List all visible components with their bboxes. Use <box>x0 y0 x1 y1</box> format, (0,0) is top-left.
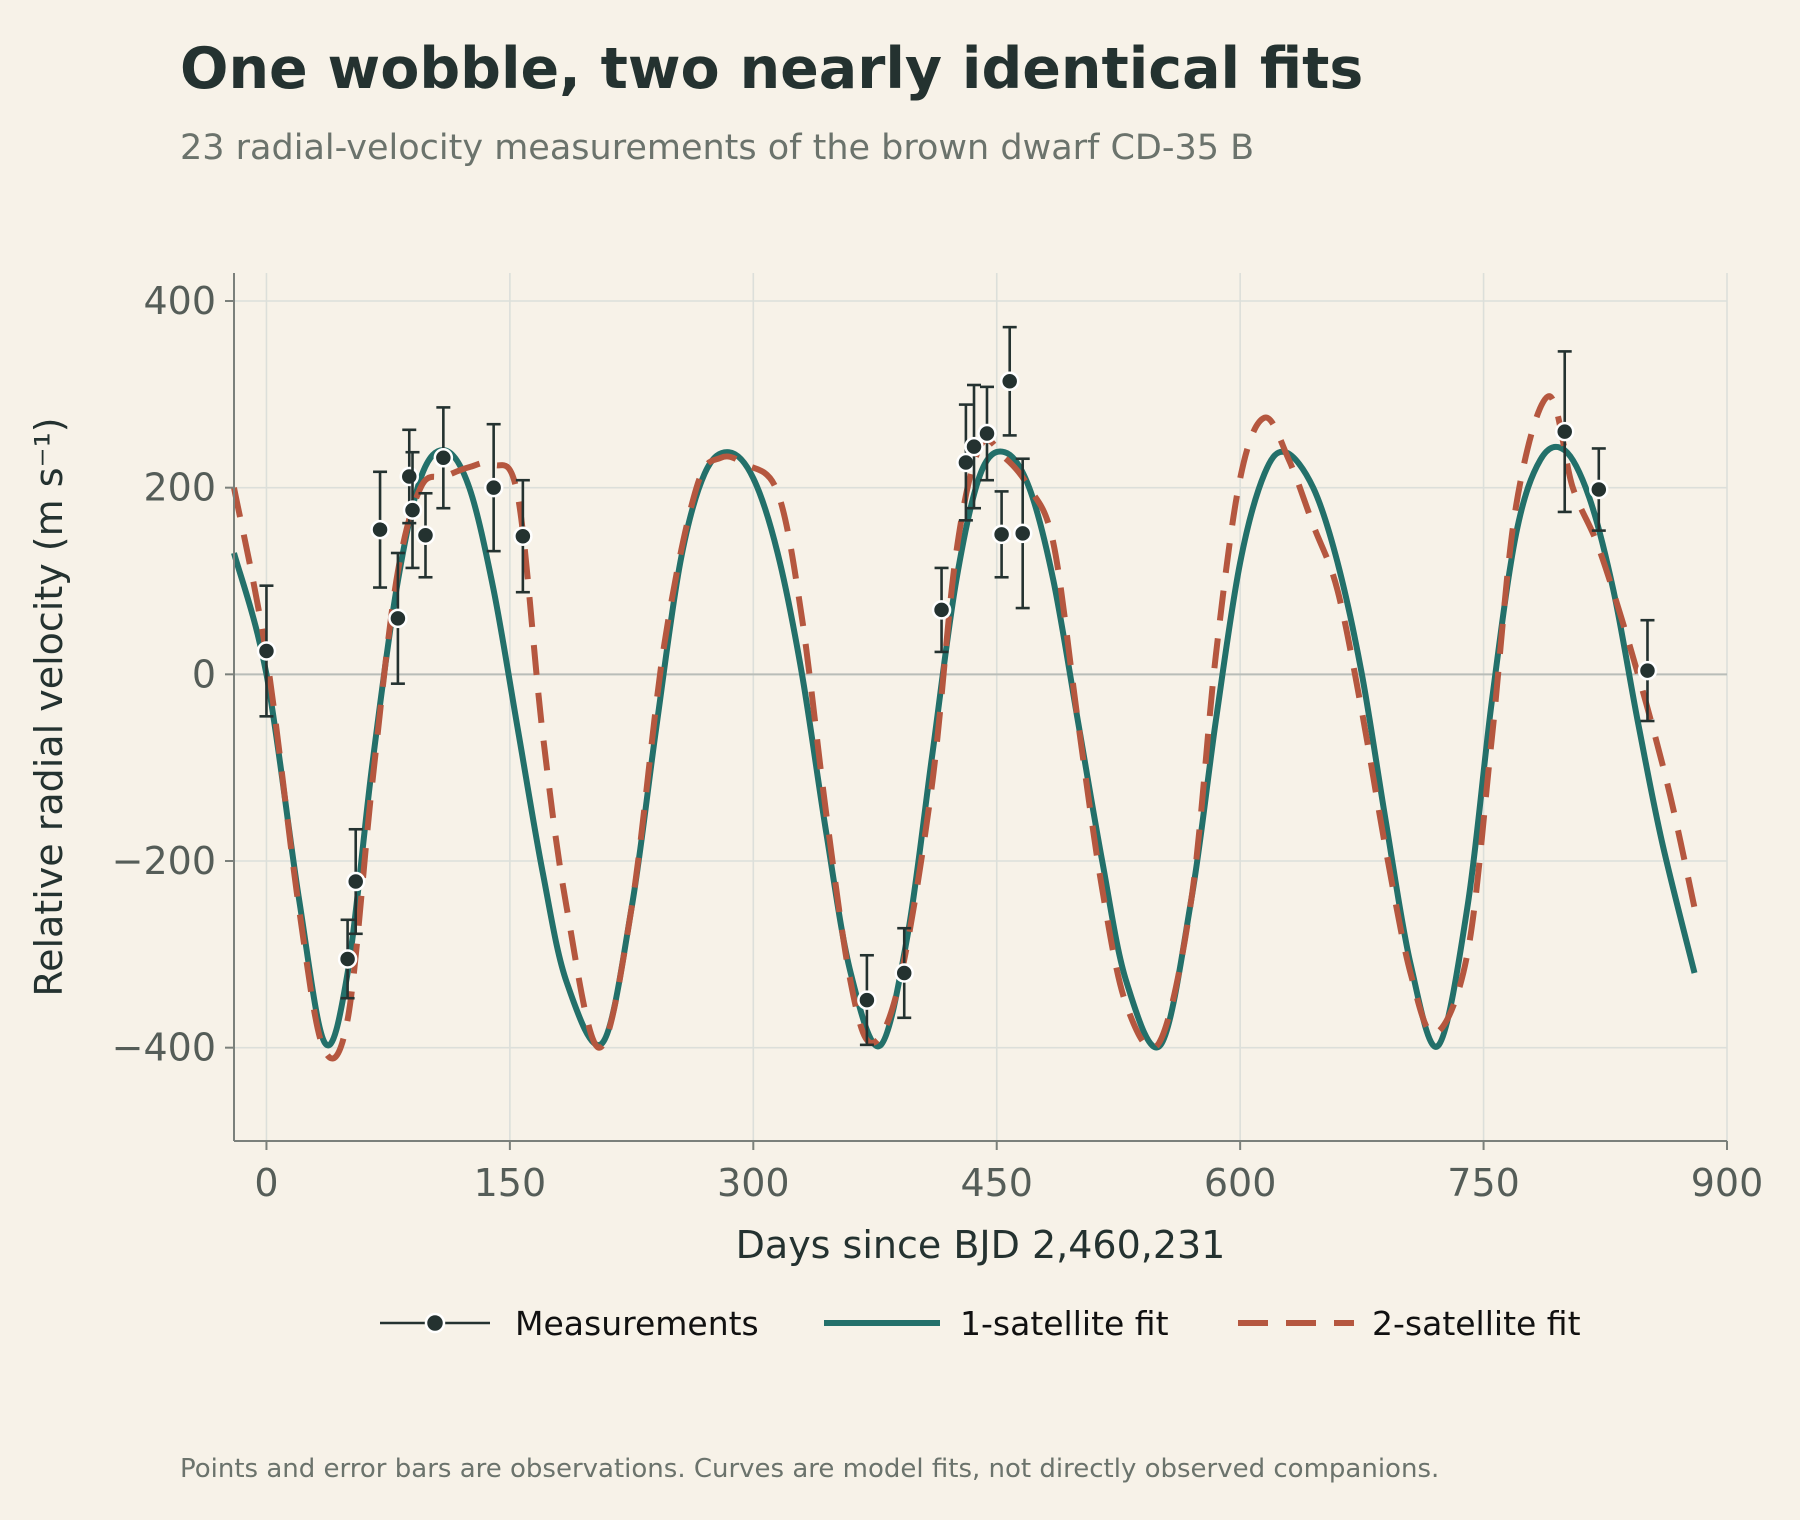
legend-measurements-swatch-marker <box>424 1312 446 1334</box>
x-tick-label: 900 <box>1691 1161 1764 1205</box>
fit-2-satellite-line <box>231 393 1698 1062</box>
y-tick-label: −200 <box>112 839 216 883</box>
measurement-point <box>399 466 420 487</box>
fit-1-satellite-line <box>231 443 1698 1051</box>
measurement-point <box>513 526 533 546</box>
measurement-point <box>991 524 1012 545</box>
chart-title: One wobble, two nearly identical fits <box>180 36 1364 102</box>
measurement-points <box>256 325 1658 1047</box>
y-tick-label: 200 <box>143 466 216 510</box>
measurement-point <box>388 608 408 629</box>
fit-curves <box>231 393 1698 1062</box>
x-tick-label: 0 <box>254 1161 278 1205</box>
measurement-point <box>931 600 952 620</box>
measurement-point <box>977 423 997 444</box>
measurement-point <box>256 641 277 661</box>
x-tick-label: 750 <box>1447 1161 1520 1205</box>
y-tick-label: 400 <box>143 279 216 323</box>
legend-fit1-label: 1-satellite fit <box>960 1304 1169 1343</box>
measurement-point <box>337 949 358 969</box>
x-tick-label: 600 <box>1204 1161 1277 1205</box>
measurement-point <box>1012 523 1033 544</box>
footnote: Points and error bars are observations. … <box>180 1454 1440 1484</box>
measurement-point <box>402 500 423 520</box>
x-axis-label: Days since BJD 2,460,231 <box>736 1223 1226 1267</box>
legend: Measurements 1-satellite fit 2-satellite f… <box>380 1304 1581 1343</box>
measurement-point <box>894 963 914 983</box>
legend-fit2-label: 2-satellite fit <box>1372 1304 1581 1343</box>
axes <box>233 273 1727 1142</box>
measurement-point <box>999 371 1020 392</box>
y-tick-label: 0 <box>192 652 216 696</box>
measurement-point <box>1637 660 1658 681</box>
x-tick-label: 300 <box>717 1161 790 1205</box>
measurement-point <box>415 525 436 546</box>
grid-lines <box>234 273 1728 1141</box>
measurement-point <box>964 436 984 457</box>
y-axis-label: Relative radial velocity (m s⁻¹) <box>27 417 71 996</box>
tick-labels: 0 150 300 450 600 750 900 −400 −200 0 200 400 <box>112 279 1764 1205</box>
legend-measurements-label: Measurements <box>515 1304 759 1343</box>
measurement-point <box>857 990 877 1010</box>
y-tick-label: −400 <box>112 1026 216 1070</box>
measurement-point <box>483 477 504 498</box>
x-tick-label: 150 <box>474 1161 547 1205</box>
measurement-point <box>1554 421 1575 442</box>
chart-subtitle: 23 radial-velocity measurements of the b… <box>180 128 1255 168</box>
measurement-point <box>956 452 976 473</box>
measurement-point <box>370 519 390 540</box>
measurement-point <box>345 871 366 892</box>
x-tick-label: 450 <box>960 1161 1033 1205</box>
measurement-point <box>433 448 454 468</box>
measurement-point <box>1589 479 1609 500</box>
